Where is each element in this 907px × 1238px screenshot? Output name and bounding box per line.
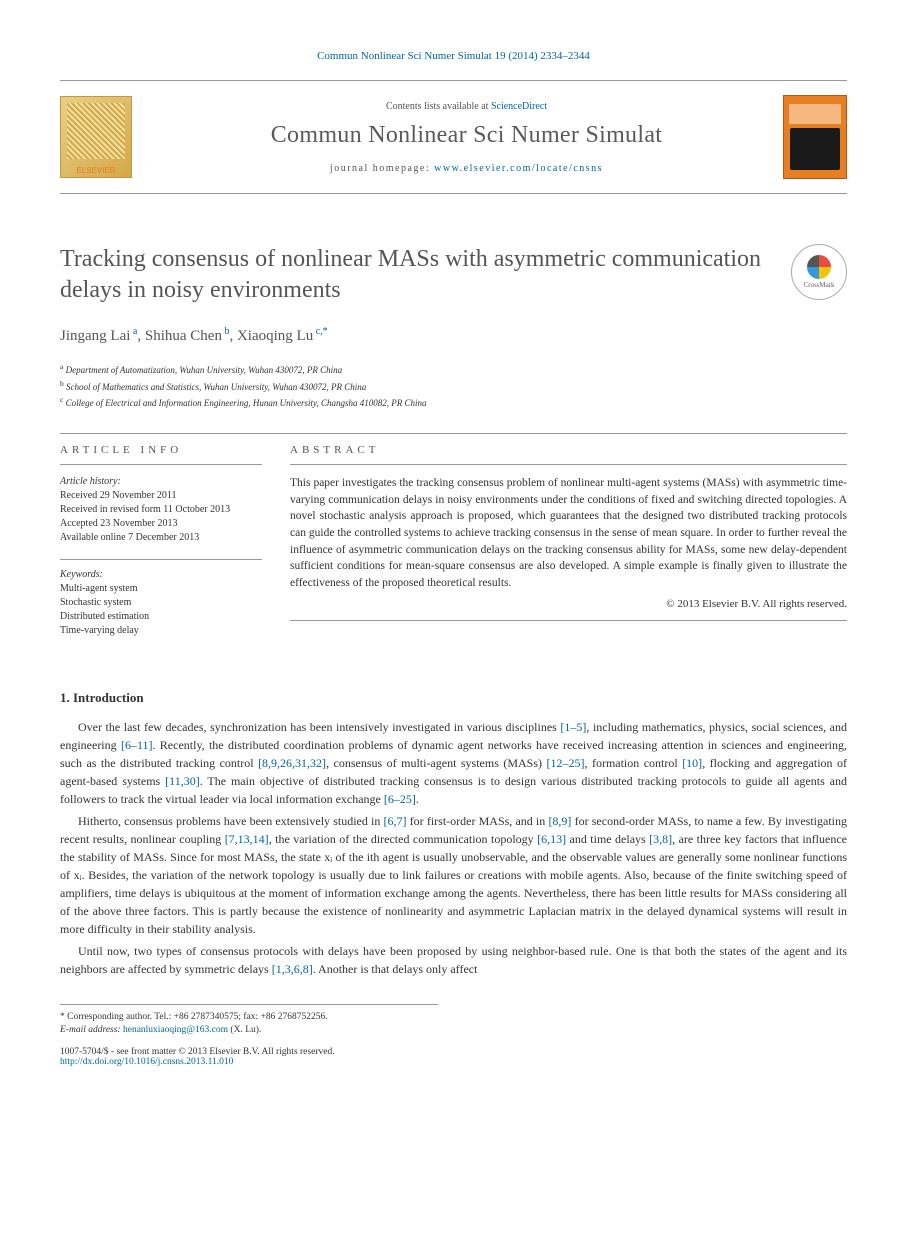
- ref-12-25[interactable]: [12–25]: [546, 756, 584, 770]
- ref-7-13-14[interactable]: [7,13,14]: [225, 832, 269, 846]
- doi-link[interactable]: http://dx.doi.org/10.1016/j.cnsns.2013.1…: [60, 1057, 233, 1067]
- info-abstract-row: ARTICLE INFO Article history: Received 2…: [60, 433, 847, 652]
- intro-para-2: Hitherto, consensus problems have been e…: [60, 812, 847, 938]
- history-1: Received in revised form 11 October 2013: [60, 503, 262, 517]
- authors: Jingang Lai a, Shihua Chen b, Xiaoqing L…: [60, 326, 847, 345]
- crossmark-label: CrossMark: [803, 281, 834, 289]
- author-2-aff[interactable]: b: [222, 326, 230, 337]
- corresponding-mark[interactable]: *: [323, 328, 328, 344]
- affiliation-c: College of Electrical and Information En…: [66, 398, 427, 408]
- bottom-line: 1007-5704/$ - see front matter © 2013 El…: [60, 1047, 847, 1067]
- citation-link[interactable]: Commun Nonlinear Sci Numer Simulat 19 (2…: [317, 50, 590, 62]
- keyword-3: Time-varying delay: [60, 624, 262, 638]
- keyword-1: Stochastic system: [60, 596, 262, 610]
- ref-8-9[interactable]: [8,9]: [548, 814, 571, 828]
- article-title: Tracking consensus of nonlinear MASs wit…: [60, 244, 771, 306]
- journal-cover-thumb[interactable]: [783, 95, 847, 179]
- title-row: Tracking consensus of nonlinear MASs wit…: [60, 244, 847, 306]
- ref-6-25[interactable]: [6–25]: [384, 792, 416, 806]
- homepage-label: journal homepage:: [330, 163, 434, 174]
- ref-1-5[interactable]: [1–5]: [560, 720, 586, 734]
- history-3: Available online 7 December 2013: [60, 531, 262, 545]
- ref-8-9-26-31-32[interactable]: [8,9,26,31,32]: [258, 756, 326, 770]
- footnotes: * Corresponding author. Tel.: +86 278734…: [60, 1004, 438, 1038]
- author-1-aff[interactable]: a: [130, 326, 137, 337]
- elsevier-logo[interactable]: ELSEVIER: [60, 96, 132, 178]
- crossmark-icon: [807, 255, 831, 279]
- corresponding-author-note: * Corresponding author. Tel.: +86 278734…: [60, 1011, 438, 1024]
- ref-6-13[interactable]: [6,13]: [537, 832, 566, 846]
- journal-name: Commun Nonlinear Sci Numer Simulat: [150, 122, 783, 149]
- ref-11-30[interactable]: [11,30]: [165, 774, 200, 788]
- ref-3-8[interactable]: [3,8]: [649, 832, 672, 846]
- intro-para-1: Over the last few decades, synchronizati…: [60, 718, 847, 808]
- crossmark-badge[interactable]: CrossMark: [791, 244, 847, 300]
- abstract-copyright: © 2013 Elsevier B.V. All rights reserved…: [290, 598, 847, 610]
- abstract-head: ABSTRACT: [290, 434, 847, 465]
- abstract-column: ABSTRACT This paper investigates the tra…: [290, 434, 847, 652]
- homepage-line: journal homepage: www.elsevier.com/locat…: [150, 163, 783, 174]
- email-suffix: (X. Lu).: [228, 1025, 261, 1035]
- affiliations: a Department of Automatization, Wuhan Un…: [60, 361, 847, 411]
- ref-1-3-6-8[interactable]: [1,3,6,8]: [272, 962, 313, 976]
- keywords-label: Keywords:: [60, 568, 262, 582]
- ref-6-11[interactable]: [6–11]: [121, 738, 153, 752]
- intro-para-3: Until now, two types of consensus protoc…: [60, 942, 847, 978]
- elsevier-logo-text: ELSEVIER: [61, 166, 131, 175]
- article-info-column: ARTICLE INFO Article history: Received 2…: [60, 434, 290, 652]
- email-label: E-mail address:: [60, 1025, 123, 1035]
- email-link[interactable]: henanluxiaoqing@163.com: [123, 1025, 228, 1035]
- keywords-block: Keywords: Multi-agent system Stochastic …: [60, 559, 262, 638]
- ref-6-7[interactable]: [6,7]: [384, 814, 407, 828]
- article-history: Article history: Received 29 November 20…: [60, 475, 262, 545]
- ref-10[interactable]: [10]: [682, 756, 702, 770]
- history-0: Received 29 November 2011: [60, 489, 262, 503]
- affiliation-a: Department of Automatization, Wuhan Univ…: [66, 365, 343, 375]
- journal-bar: ELSEVIER Contents lists available at Sci…: [60, 80, 847, 194]
- section-1-heading: 1. Introduction: [60, 690, 847, 706]
- contents-prefix: Contents lists available at: [386, 101, 491, 112]
- keyword-0: Multi-agent system: [60, 582, 262, 596]
- contents-line: Contents lists available at ScienceDirec…: [150, 101, 783, 112]
- author-3-aff[interactable]: c,: [313, 326, 322, 337]
- affiliation-b: School of Mathematics and Statistics, Wu…: [66, 382, 366, 392]
- sciencedirect-link[interactable]: ScienceDirect: [491, 101, 547, 112]
- abstract-text: This paper investigates the tracking con…: [290, 475, 847, 592]
- history-label: Article history:: [60, 475, 262, 489]
- author-1: Jingang Lai: [60, 328, 130, 344]
- keyword-2: Distributed estimation: [60, 610, 262, 624]
- author-2: Shihua Chen: [145, 328, 222, 344]
- homepage-link[interactable]: www.elsevier.com/locate/cnsns: [434, 163, 603, 174]
- article-info-head: ARTICLE INFO: [60, 434, 262, 465]
- journal-center: Contents lists available at ScienceDirec…: [150, 101, 783, 174]
- history-2: Accepted 23 November 2013: [60, 517, 262, 531]
- author-3: Xiaoqing Lu: [237, 328, 313, 344]
- issn-line: 1007-5704/$ - see front matter © 2013 El…: [60, 1047, 847, 1057]
- header-citation: Commun Nonlinear Sci Numer Simulat 19 (2…: [60, 50, 847, 62]
